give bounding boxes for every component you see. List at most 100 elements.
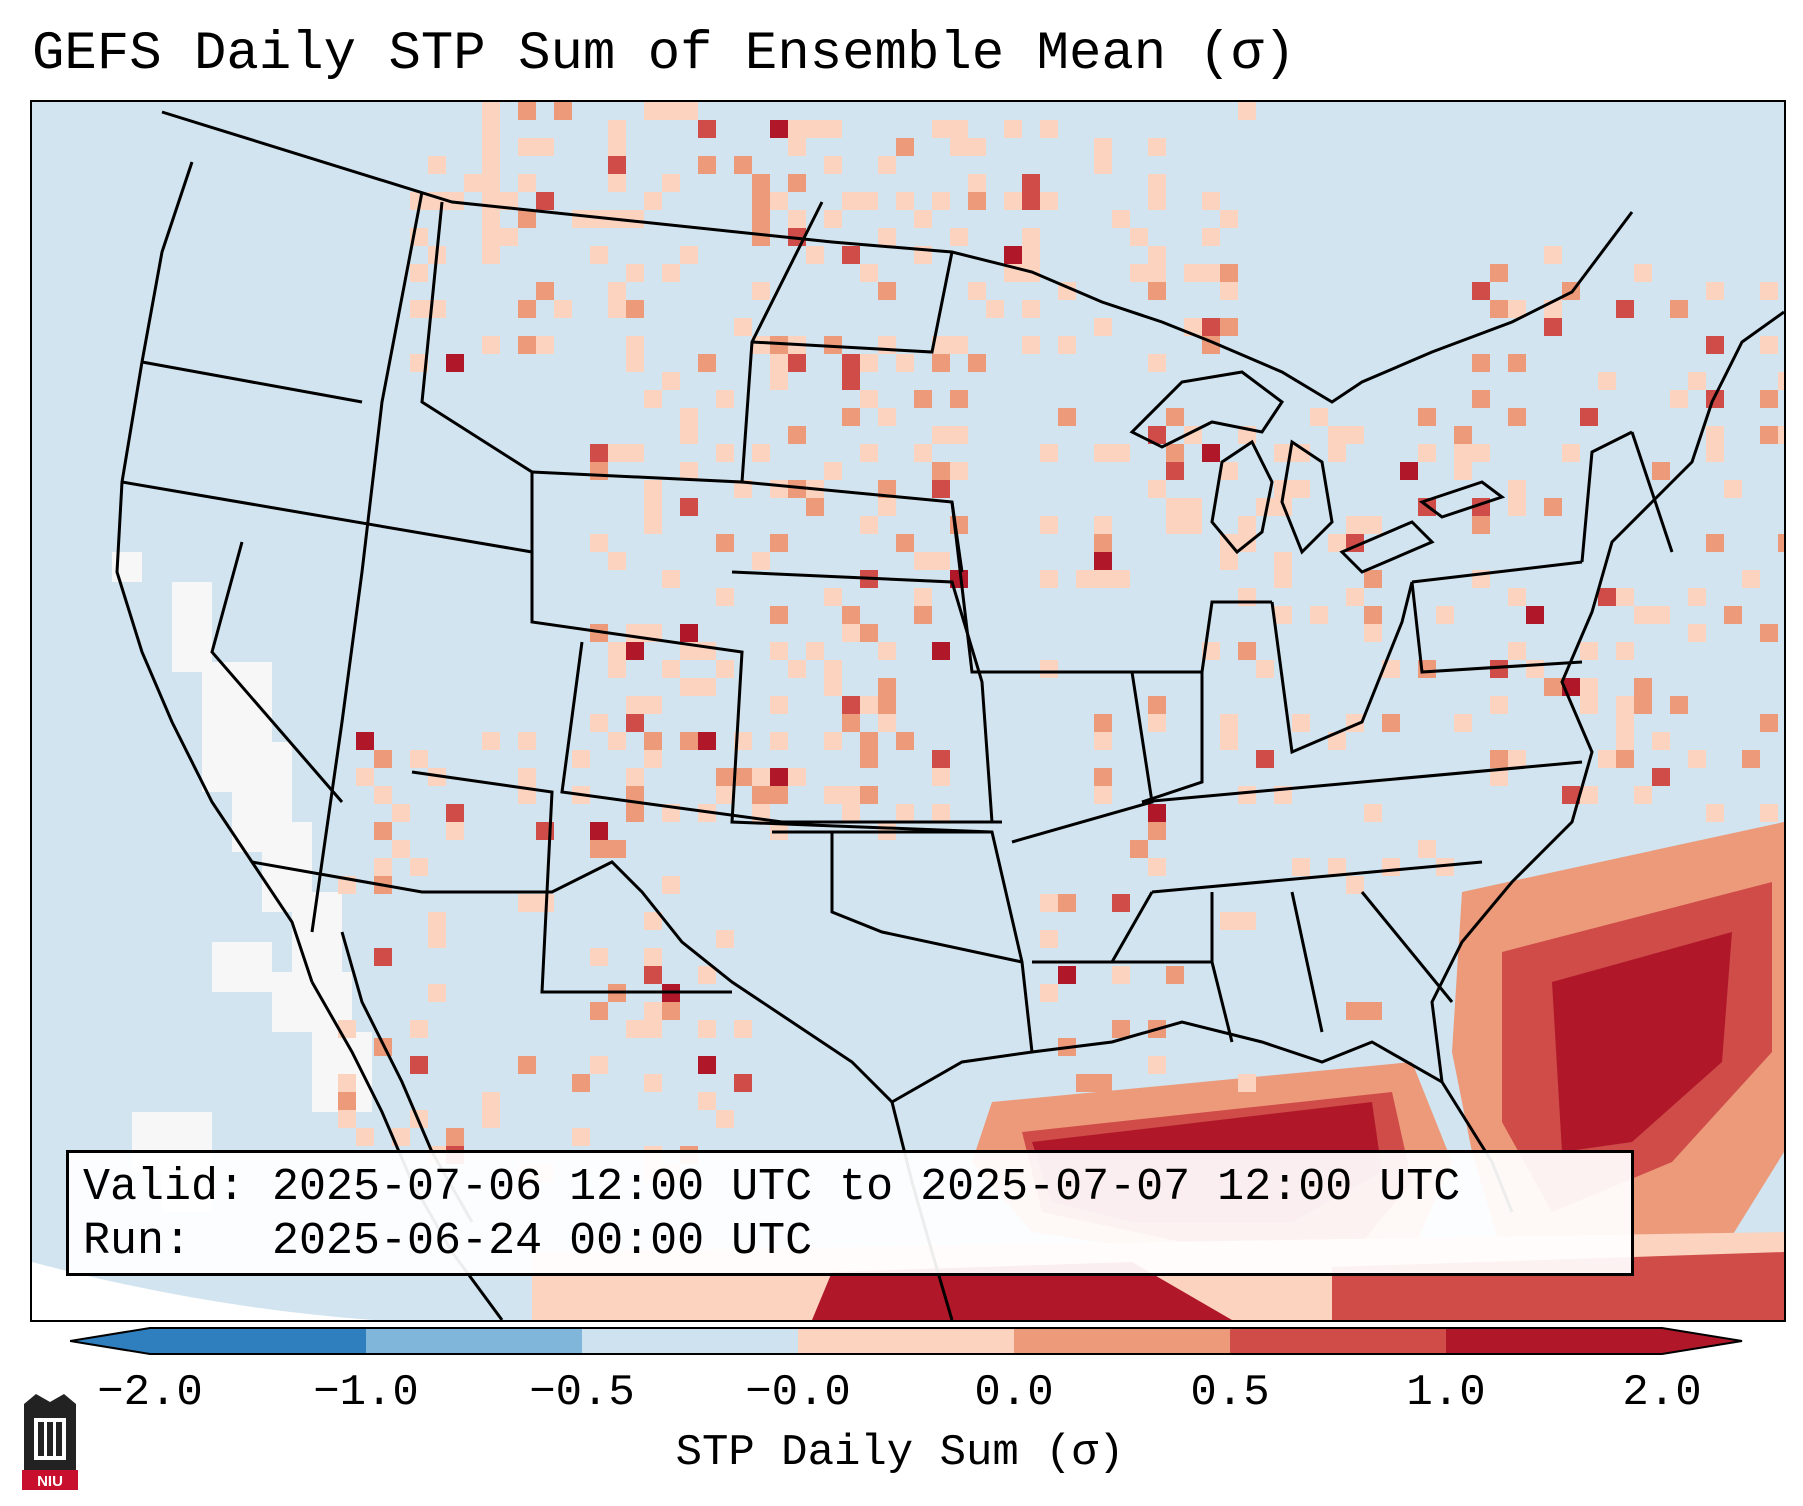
grid-cell: [878, 696, 896, 714]
grid-cell: [1094, 714, 1112, 732]
grid-cell: [950, 228, 968, 246]
grid-cell: [1292, 858, 1310, 876]
grid-cell: [1400, 462, 1418, 480]
grid-cell: [410, 264, 428, 282]
grid-cell: [1148, 138, 1166, 156]
grid-cell: [410, 858, 428, 876]
grid-cell: [644, 1002, 662, 1020]
grid-cell: [1670, 300, 1688, 318]
grid-cell: [392, 1128, 410, 1146]
grid-cell: [410, 354, 428, 372]
grid-cell: [590, 534, 608, 552]
grid-cell: [752, 786, 770, 804]
grid-cell: [356, 732, 374, 750]
grid-cell: [842, 606, 860, 624]
grid-cell: [842, 408, 860, 426]
map-title: GEFS Daily STP Sum of Ensemble Mean (σ): [32, 24, 1296, 85]
grid-cell: [1508, 408, 1526, 426]
grid-cell: [680, 246, 698, 264]
grid-cell: [1706, 804, 1724, 822]
grid-cell: [1202, 318, 1220, 336]
grid-cell: [1040, 930, 1058, 948]
grid-cell: [392, 840, 410, 858]
grid-cell: [590, 948, 608, 966]
grid-cell: [1094, 156, 1112, 174]
grid-cell: [932, 426, 950, 444]
grid-cell: [1076, 1074, 1094, 1092]
grid-cell: [680, 732, 698, 750]
grid-cell: [878, 714, 896, 732]
grid-cell: [482, 102, 500, 120]
projection-edge: [32, 1262, 632, 1320]
grid-cell: [482, 156, 500, 174]
grid-cell: [1454, 444, 1472, 462]
grid-cell: [1616, 714, 1634, 732]
grid-cell: [1094, 552, 1112, 570]
grid-cell: [482, 138, 500, 156]
grid-cell: [698, 1092, 716, 1110]
colorbar-segment: [798, 1328, 1014, 1354]
grid-cell: [410, 750, 428, 768]
grid-cell: [1346, 588, 1364, 606]
grid-cell: [608, 138, 626, 156]
grid-cell: [860, 192, 878, 210]
grid-cell: [1256, 498, 1274, 516]
grid-cell: [1310, 606, 1328, 624]
grid-cell: [1544, 246, 1562, 264]
colorbar-tick: −2.0: [97, 1368, 203, 1418]
grid-cell: [1112, 1020, 1130, 1038]
grid-cell: [1544, 318, 1562, 336]
grid-cell: [1166, 516, 1184, 534]
grid-cell: [788, 426, 806, 444]
grid-cell: [1418, 408, 1436, 426]
grid-cell: [770, 786, 788, 804]
grid-cell: [374, 822, 392, 840]
grid-cell: [932, 120, 950, 138]
grid-cell: [1040, 660, 1058, 678]
grid-cell: [590, 246, 608, 264]
boundaries: [115, 110, 1784, 1320]
grid-cell: [1076, 570, 1094, 588]
grid-cell: [644, 912, 662, 930]
grid-cell: [932, 642, 950, 660]
grid-cell: [644, 966, 662, 984]
grid-cell: [716, 444, 734, 462]
grid-cell: [896, 138, 914, 156]
grid-cell: [518, 300, 536, 318]
grid-cell: [626, 768, 644, 786]
grid-cell: [482, 1092, 500, 1110]
grid-cell: [1706, 336, 1724, 354]
grid-cell: [1364, 624, 1382, 642]
grid-cell: [716, 390, 734, 408]
grid-cell: [932, 768, 950, 786]
grid-cell: [626, 264, 644, 282]
grid-cell: [626, 804, 644, 822]
grid-cell: [1652, 606, 1670, 624]
grid-cell: [1652, 732, 1670, 750]
grid-cell: [1742, 570, 1760, 588]
grid-cell: [1472, 354, 1490, 372]
grid-cell: [374, 858, 392, 876]
grid-cell: [1130, 264, 1148, 282]
grid-cell: [950, 426, 968, 444]
grid-cell: [752, 174, 770, 192]
grid-cell: [1148, 1056, 1166, 1074]
grid-cell: [770, 534, 788, 552]
grid-cell: [518, 768, 536, 786]
grid-cell: [662, 570, 680, 588]
grid-cell: [608, 552, 626, 570]
grid-cell: [842, 246, 860, 264]
grid-cell: [1094, 570, 1112, 588]
grid-cell: [608, 282, 626, 300]
grid-cell: [428, 156, 446, 174]
grid-cell: [1706, 426, 1724, 444]
grid-cell: [590, 1002, 608, 1020]
grid-cell: [1094, 516, 1112, 534]
grid-cell: [860, 750, 878, 768]
grid-cell: [788, 480, 806, 498]
grid-cell: [680, 462, 698, 480]
grid-cell: [1418, 444, 1436, 462]
grid-cell: [662, 174, 680, 192]
grid-cell: [1760, 804, 1778, 822]
grid-cell: [1112, 210, 1130, 228]
